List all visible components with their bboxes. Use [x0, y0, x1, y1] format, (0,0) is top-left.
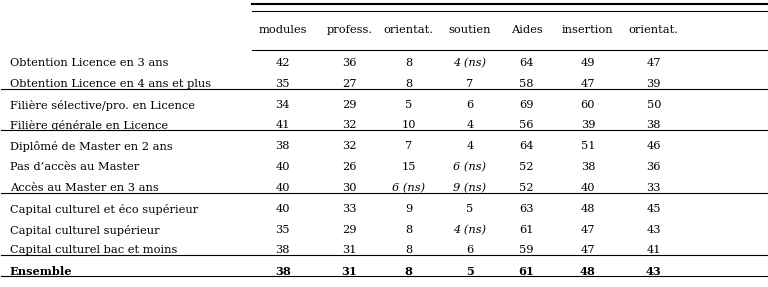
Text: 9: 9: [405, 204, 412, 214]
Text: 4 (ns): 4 (ns): [453, 225, 486, 235]
Text: 48: 48: [580, 266, 596, 277]
Text: Filière générale en Licence: Filière générale en Licence: [10, 120, 168, 131]
Text: 40: 40: [276, 183, 290, 193]
Text: 38: 38: [276, 245, 290, 255]
Text: 35: 35: [276, 79, 290, 89]
Text: 9 (ns): 9 (ns): [453, 183, 486, 193]
Text: 8: 8: [405, 225, 412, 234]
Text: 43: 43: [647, 225, 661, 234]
Text: 48: 48: [581, 204, 595, 214]
Text: 8: 8: [405, 79, 412, 89]
Text: 43: 43: [646, 266, 662, 277]
Text: 15: 15: [402, 162, 415, 172]
Text: orientat.: orientat.: [629, 25, 679, 35]
Text: 60: 60: [581, 100, 595, 110]
Text: 27: 27: [343, 79, 357, 89]
Text: 6 (ns): 6 (ns): [392, 183, 425, 193]
Text: 59: 59: [519, 245, 534, 255]
Text: 46: 46: [647, 141, 661, 151]
Text: 4: 4: [466, 120, 474, 130]
Text: 31: 31: [343, 245, 357, 255]
Text: 47: 47: [581, 225, 595, 234]
Text: 39: 39: [581, 120, 595, 130]
Text: 5: 5: [466, 204, 474, 214]
Text: 4: 4: [466, 141, 474, 151]
Text: 8: 8: [405, 266, 412, 277]
Text: 7: 7: [405, 141, 412, 151]
Text: 34: 34: [276, 100, 290, 110]
Text: 42: 42: [276, 58, 290, 68]
Text: 6: 6: [466, 245, 474, 255]
Text: 35: 35: [276, 225, 290, 234]
Text: 8: 8: [405, 58, 412, 68]
Text: 52: 52: [519, 183, 534, 193]
Text: 31: 31: [342, 266, 357, 277]
Text: profess.: profess.: [326, 25, 372, 35]
Text: 49: 49: [581, 58, 595, 68]
Text: Obtention Licence en 3 ans: Obtention Licence en 3 ans: [10, 58, 168, 68]
Text: soutien: soutien: [449, 25, 491, 35]
Text: 69: 69: [519, 100, 534, 110]
Text: 36: 36: [647, 162, 661, 172]
Text: Capital culturel et éco supérieur: Capital culturel et éco supérieur: [10, 204, 198, 215]
Text: 30: 30: [343, 183, 357, 193]
Text: 40: 40: [276, 162, 290, 172]
Text: 36: 36: [343, 58, 357, 68]
Text: 40: 40: [581, 183, 595, 193]
Text: 47: 47: [647, 58, 661, 68]
Text: 29: 29: [343, 225, 357, 234]
Text: 38: 38: [275, 266, 290, 277]
Text: 29: 29: [343, 100, 357, 110]
Text: 61: 61: [518, 266, 535, 277]
Text: modules: modules: [259, 25, 307, 35]
Text: 7: 7: [466, 79, 474, 89]
Text: 52: 52: [519, 162, 534, 172]
Text: 38: 38: [276, 141, 290, 151]
Text: 26: 26: [343, 162, 357, 172]
Text: 4 (ns): 4 (ns): [453, 58, 486, 68]
Text: 40: 40: [276, 204, 290, 214]
Text: 33: 33: [647, 183, 661, 193]
Text: Capital culturel supérieur: Capital culturel supérieur: [10, 225, 160, 236]
Text: 58: 58: [519, 79, 534, 89]
Text: 6 (ns): 6 (ns): [453, 162, 486, 172]
Text: 61: 61: [519, 225, 534, 234]
Text: 45: 45: [647, 204, 661, 214]
Text: 47: 47: [581, 245, 595, 255]
Text: Ensemble: Ensemble: [10, 266, 72, 277]
Text: 10: 10: [402, 120, 415, 130]
Text: 5: 5: [466, 266, 474, 277]
Text: 6: 6: [466, 100, 474, 110]
Text: 64: 64: [519, 58, 534, 68]
Text: 41: 41: [276, 120, 290, 130]
Text: Obtention Licence en 4 ans et plus: Obtention Licence en 4 ans et plus: [10, 79, 211, 89]
Text: 41: 41: [647, 245, 661, 255]
Text: 33: 33: [343, 204, 357, 214]
Text: Pas d’accès au Master: Pas d’accès au Master: [10, 162, 139, 172]
Text: 63: 63: [519, 204, 534, 214]
Text: orientat.: orientat.: [383, 25, 433, 35]
Text: Capital culturel bac et moins: Capital culturel bac et moins: [10, 245, 177, 255]
Text: 5: 5: [405, 100, 412, 110]
Text: 32: 32: [343, 120, 357, 130]
Text: 32: 32: [343, 141, 357, 151]
Text: 47: 47: [581, 79, 595, 89]
Text: 56: 56: [519, 120, 534, 130]
Text: Accès au Master en 3 ans: Accès au Master en 3 ans: [10, 183, 159, 193]
Text: 64: 64: [519, 141, 534, 151]
Text: 51: 51: [581, 141, 595, 151]
Text: 50: 50: [647, 100, 661, 110]
Text: 39: 39: [647, 79, 661, 89]
Text: insertion: insertion: [562, 25, 614, 35]
Text: 38: 38: [647, 120, 661, 130]
Text: 8: 8: [405, 245, 412, 255]
Text: Filière sélective/pro. en Licence: Filière sélective/pro. en Licence: [10, 100, 195, 110]
Text: Aides: Aides: [511, 25, 542, 35]
Text: Diplômé de Master en 2 ans: Diplômé de Master en 2 ans: [10, 141, 173, 152]
Text: 38: 38: [581, 162, 595, 172]
